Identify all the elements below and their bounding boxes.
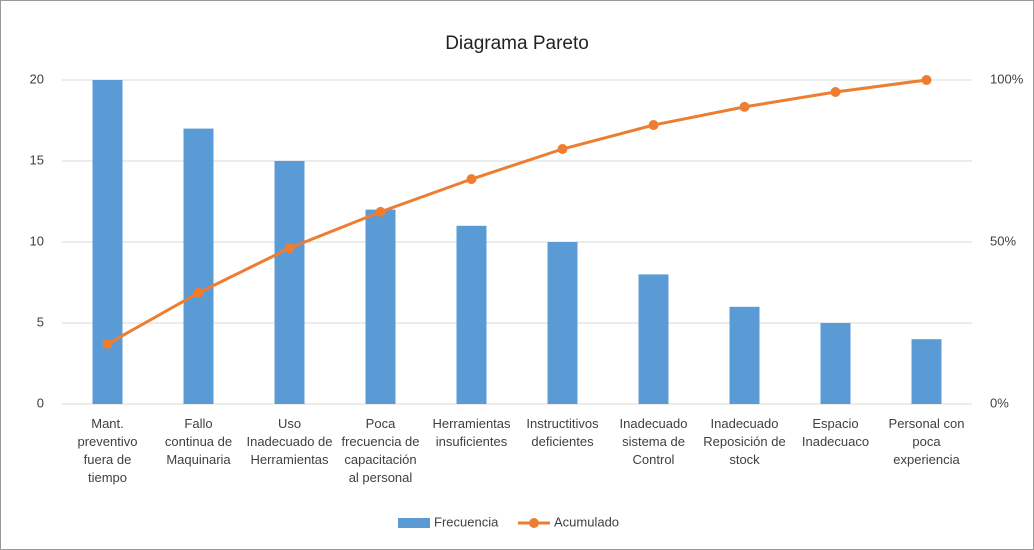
line-marker (557, 144, 568, 155)
bar (365, 209, 396, 404)
line-marker (648, 120, 659, 131)
x-tick-label: Poca frecuencia de capacitación al personal (341, 416, 419, 485)
y2-tick-label: 50% (990, 233, 1016, 248)
x-tick-label: Inadecuado Reposición de stock (703, 416, 785, 467)
x-tick-label: Espacio Inadecuaco (802, 416, 869, 449)
y2-tick-label: 0% (990, 395, 1009, 410)
legend-label: Frecuencia (434, 514, 499, 529)
bar (456, 225, 487, 404)
x-tick-label: Instructitivos deficientes (526, 416, 599, 449)
line-marker (830, 86, 841, 97)
line-marker (466, 174, 477, 185)
bar (820, 323, 851, 404)
y-tick-label: 10 (30, 233, 44, 248)
line-marker (375, 206, 386, 217)
bar (638, 274, 669, 404)
x-tick-label: Mant. preventivo fuera de tiempo (78, 416, 138, 485)
y-tick-label: 5 (37, 314, 44, 329)
bar (92, 80, 123, 404)
bar (274, 161, 305, 404)
bar (729, 306, 760, 404)
line-marker (102, 339, 113, 350)
y2-tick-label: 100% (990, 71, 1024, 86)
y-tick-label: 15 (30, 152, 44, 167)
x-tick-label: Inadecuado sistema de Control (620, 416, 688, 467)
bar (911, 339, 942, 404)
chart-title: Diagrama Pareto (445, 33, 589, 54)
x-tick-label: Uso Inadecuado de Herramientas (246, 416, 332, 467)
x-tick-label: Personal con poca experiencia (889, 416, 965, 467)
line-marker (284, 243, 295, 254)
bar (183, 128, 214, 404)
x-tick-label: Fallo continua de Maquinaria (165, 416, 232, 467)
bar (547, 242, 578, 404)
x-tick-label: Herramientas insuficientes (432, 416, 511, 449)
legend-swatch (529, 518, 539, 528)
legend-swatch (398, 518, 430, 528)
line (106, 78, 927, 346)
legend-label: Acumulado (554, 514, 619, 529)
line-marker (193, 287, 204, 298)
y-tick-label: 0 (37, 395, 44, 410)
y-tick-label: 20 (30, 71, 44, 86)
line-marker (739, 101, 750, 112)
line-marker (921, 75, 932, 85)
